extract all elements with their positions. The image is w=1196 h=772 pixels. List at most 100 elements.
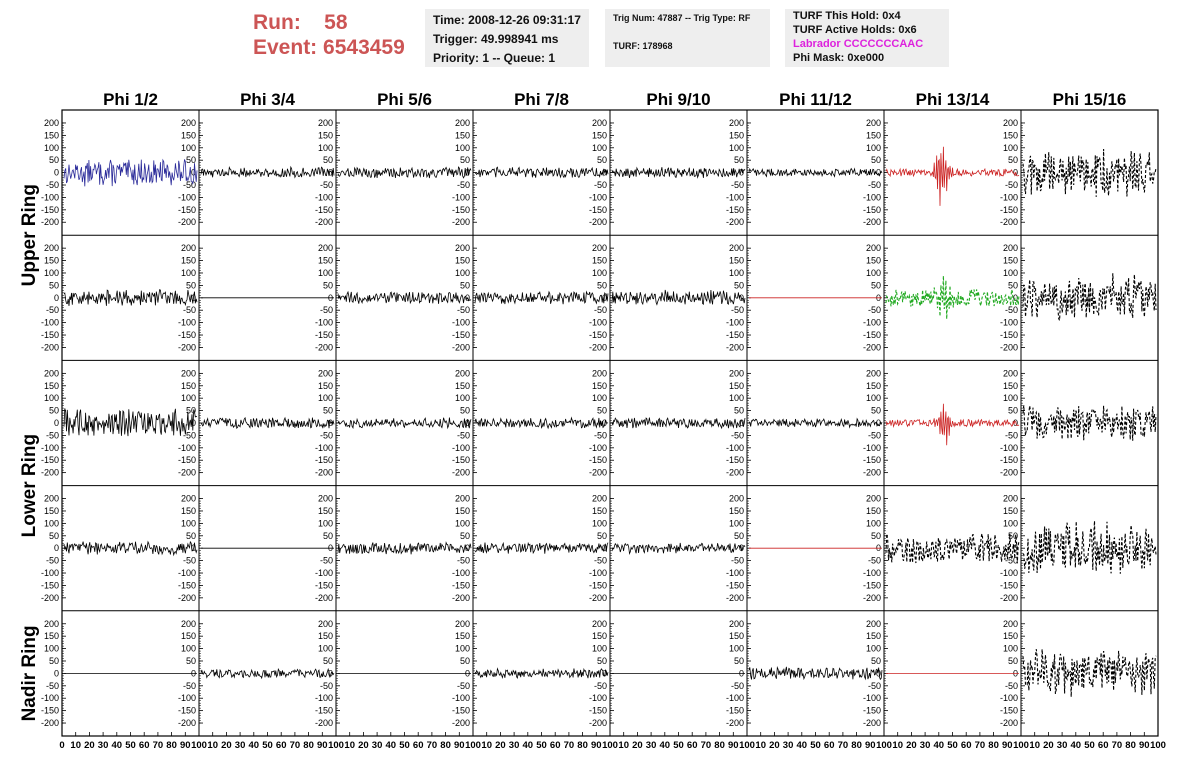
event-label: Event: <box>253 36 318 59</box>
y-tick-label: 50 <box>871 656 881 666</box>
x-tick-label: 60 <box>1098 740 1109 751</box>
x-tick-label: 90 <box>1139 740 1150 751</box>
y-tick-label: -200 <box>178 718 196 728</box>
y-tick-label: -150 <box>178 580 196 590</box>
y-tick-label: 100 <box>592 393 607 403</box>
y-tick-label: -200 <box>41 718 59 728</box>
y-tick-label: 100 <box>592 143 607 153</box>
y-tick-label: 100 <box>729 518 744 528</box>
y-tick-label: -50 <box>320 305 333 315</box>
y-tick-label: 50 <box>597 280 607 290</box>
x-tick-label: 60 <box>413 740 424 751</box>
y-tick-label: -200 <box>315 718 333 728</box>
y-tick-label: 0 <box>739 168 744 178</box>
y-tick-label: -200 <box>863 468 881 478</box>
waveform-trace <box>474 416 609 430</box>
x-tick-label: 30 <box>920 740 931 751</box>
y-tick-label: -150 <box>1000 580 1018 590</box>
ring-label: Lower Ring <box>19 434 40 537</box>
waveform-trace <box>748 665 883 681</box>
y-tick-label: -200 <box>863 217 881 227</box>
x-tick-label: 20 <box>906 740 917 751</box>
x-tick-label: 20 <box>495 740 506 751</box>
y-tick-label: -150 <box>1000 330 1018 340</box>
x-tick-label: 20 <box>769 740 780 751</box>
y-tick-label: 50 <box>871 155 881 165</box>
y-tick-label: -150 <box>452 330 470 340</box>
y-tick-label: -50 <box>731 556 744 566</box>
x-tick-label: 100 <box>876 740 892 751</box>
column-title: Phi 15/16 <box>1053 90 1127 109</box>
y-tick-label: 200 <box>455 368 470 378</box>
y-tick-label: -150 <box>41 330 59 340</box>
y-tick-label: 50 <box>871 280 881 290</box>
ring-label: Upper Ring <box>19 184 40 286</box>
y-tick-label: 100 <box>44 644 59 654</box>
y-tick-label: 50 <box>323 531 333 541</box>
column-title: Phi 11/12 <box>779 90 852 109</box>
x-tick-label: 0 <box>59 740 64 751</box>
y-tick-label: 50 <box>1008 155 1018 165</box>
x-tick-label: 40 <box>660 740 671 751</box>
y-tick-label: 200 <box>455 243 470 253</box>
y-tick-label: -150 <box>178 330 196 340</box>
y-tick-label: -150 <box>315 706 333 716</box>
x-tick-label: 30 <box>372 740 383 751</box>
y-tick-label: -150 <box>41 455 59 465</box>
x-tick-label: 80 <box>303 740 314 751</box>
y-tick-label: 50 <box>597 155 607 165</box>
y-tick-label: -150 <box>589 580 607 590</box>
y-tick-label: 200 <box>44 368 59 378</box>
y-tick-label: 50 <box>1008 531 1018 541</box>
event-row: Event: 6543459 <box>253 35 405 60</box>
y-tick-label: -100 <box>178 443 196 453</box>
x-tick-label: 40 <box>249 740 260 751</box>
x-tick-label: 10 <box>892 740 903 751</box>
y-tick-label: -100 <box>315 318 333 328</box>
x-tick-label: 10 <box>344 740 355 751</box>
y-tick-label: 0 <box>54 543 59 553</box>
y-tick-label: 50 <box>186 656 196 666</box>
y-tick-label: 150 <box>1003 130 1018 140</box>
y-tick-label: -50 <box>320 430 333 440</box>
y-tick-label: 150 <box>44 381 59 391</box>
x-tick-label: 30 <box>509 740 520 751</box>
y-tick-label: 150 <box>455 130 470 140</box>
x-tick-label: 10 <box>207 740 218 751</box>
x-tick-label: 80 <box>1125 740 1136 751</box>
waveform-trace <box>63 540 198 557</box>
y-tick-label: 0 <box>54 418 59 428</box>
x-tick-label: 90 <box>317 740 328 751</box>
x-tick-label: 90 <box>728 740 739 751</box>
y-tick-label: 150 <box>866 631 881 641</box>
y-tick-label: 150 <box>44 506 59 516</box>
run-event-header: Run: 58 Event: 6543459 <box>253 10 405 60</box>
x-tick-label: 10 <box>618 740 629 751</box>
trigger-text: Trigger: 49.998941 ms <box>433 32 559 46</box>
y-tick-label: -200 <box>726 468 744 478</box>
x-tick-label: 80 <box>714 740 725 751</box>
y-tick-label: -200 <box>41 342 59 352</box>
y-tick-label: -200 <box>726 593 744 603</box>
y-tick-label: 150 <box>455 506 470 516</box>
y-tick-label: 150 <box>318 631 333 641</box>
y-tick-label: 200 <box>1003 368 1018 378</box>
y-tick-label: -150 <box>315 330 333 340</box>
y-tick-label: 50 <box>1008 656 1018 666</box>
x-tick-label: 40 <box>797 740 808 751</box>
y-tick-label: -100 <box>41 192 59 202</box>
y-tick-label: 100 <box>44 518 59 528</box>
y-tick-label: -100 <box>1000 318 1018 328</box>
y-tick-label: 100 <box>181 143 196 153</box>
y-tick-label: -200 <box>589 593 607 603</box>
y-tick-label: -150 <box>452 205 470 215</box>
y-tick-label: 50 <box>49 531 59 541</box>
y-tick-label: 150 <box>729 631 744 641</box>
y-tick-label: 0 <box>876 668 881 678</box>
ring-label: Nadir Ring <box>19 625 40 721</box>
waveform-trace <box>885 146 1020 206</box>
y-tick-label: 50 <box>734 656 744 666</box>
y-tick-label: -150 <box>726 580 744 590</box>
y-tick-label: -100 <box>726 192 744 202</box>
